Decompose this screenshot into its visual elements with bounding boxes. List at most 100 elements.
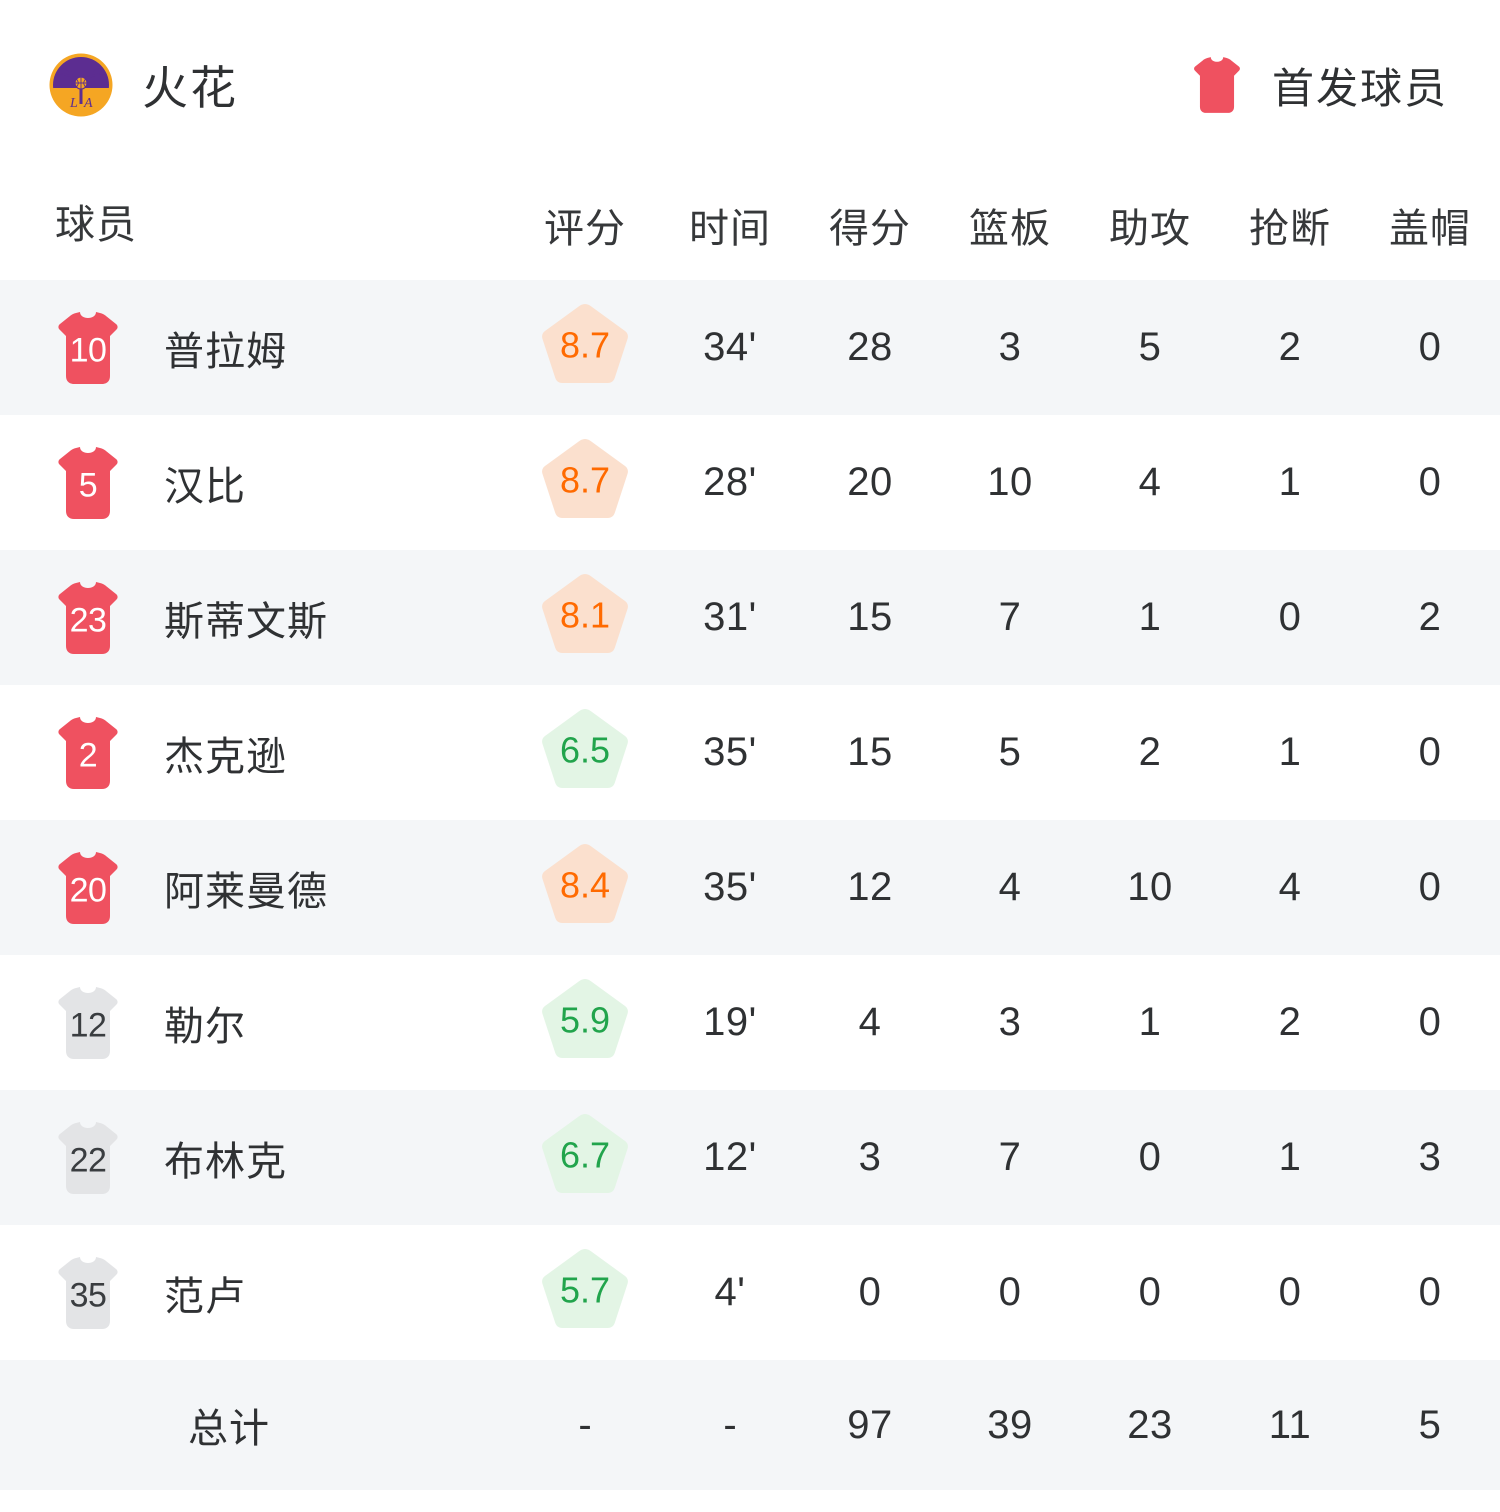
totals-row: 总计 - - 97 39 23 11 5 [0,1360,1500,1490]
table-row[interactable]: 22 布林克 6.7 12' 3 7 0 1 3 [0,1090,1500,1225]
jersey-number: 12 [69,1006,107,1045]
minutes-cell: 34' [703,325,757,369]
jersey-wrap: 20 [48,848,128,928]
player-name: 汉比 [164,464,246,509]
totals-rebounds: 39 [987,1402,1033,1447]
column-header-player: 球员 [55,203,137,247]
player-cell[interactable]: 5 汉比 [0,443,510,523]
steals-cell: 0 [1278,1270,1302,1314]
table-row[interactable]: 5 汉比 8.7 28' 20 10 4 1 0 [0,415,1500,550]
rating-badge: 8.7 [537,299,633,391]
blocks-cell: 0 [1418,325,1442,369]
jersey-icon: 20 [50,848,126,928]
jersey-wrap: 12 [48,983,128,1063]
player-name: 斯蒂文斯 [164,599,328,644]
rating-value: 5.7 [559,1269,611,1311]
blocks-cell: 0 [1418,730,1442,774]
table-row[interactable]: 20 阿莱曼德 8.4 35' 12 4 10 4 0 [0,820,1500,955]
steals-cell: 1 [1278,1135,1302,1179]
steals-cell: 0 [1278,595,1302,639]
table-row[interactable]: 12 勒尔 5.9 19' 4 3 1 2 0 [0,955,1500,1090]
starters-legend: 首发球员 [1186,54,1448,116]
rating-cell: 5.9 [510,974,660,1071]
team-name: 火花 [142,62,238,114]
jersey-number: 5 [78,466,98,505]
jersey-number: 20 [69,871,107,910]
rating-value: 6.5 [559,729,611,771]
steals-cell: 2 [1278,325,1302,369]
jersey-number: 35 [69,1276,107,1315]
points-cell: 4 [858,1000,882,1044]
totals-points: 97 [847,1402,893,1447]
minutes-cell: 12' [703,1135,757,1179]
rating-cell: 5.7 [510,1244,660,1341]
totals-minutes: - [723,1402,737,1447]
table-row[interactable]: 35 范卢 5.7 4' 0 0 0 0 0 [0,1225,1500,1360]
player-cell[interactable]: 10 普拉姆 [0,308,510,388]
totals-label: 总计 [188,1407,270,1451]
blocks-cell: 0 [1418,865,1442,909]
player-cell[interactable]: 2 杰克逊 [0,713,510,793]
jersey-icon: 12 [50,983,126,1063]
jersey-icon: 5 [50,443,126,523]
player-cell[interactable]: 35 范卢 [0,1253,510,1333]
assists-cell: 0 [1138,1270,1162,1314]
player-cell[interactable]: 20 阿莱曼德 [0,848,510,928]
column-header-steals: 抢断 [1249,207,1331,251]
points-cell: 0 [858,1270,882,1314]
table-header-row: 球员 评分 时间 得分 篮板 助攻 抢断 盖帽 [0,170,1500,280]
jersey-wrap: 2 [48,713,128,793]
assists-cell: 0 [1138,1135,1162,1179]
rating-cell: 6.7 [510,1109,660,1206]
totals-assists: 23 [1127,1402,1173,1447]
player-cell[interactable]: 23 斯蒂文斯 [0,578,510,658]
points-cell: 12 [847,865,893,909]
steals-cell: 4 [1278,865,1302,909]
table-row[interactable]: 2 杰克逊 6.5 35' 15 5 2 1 0 [0,685,1500,820]
rating-cell: 8.4 [510,839,660,936]
column-header-rebounds: 篮板 [969,207,1051,251]
points-cell: 15 [847,595,893,639]
blocks-cell: 0 [1418,460,1442,504]
assists-cell: 2 [1138,730,1162,774]
rating-badge: 5.7 [537,1244,633,1336]
team-identity[interactable]: L A 火花 [48,52,238,118]
blocks-cell: 3 [1418,1135,1442,1179]
rating-cell: 6.5 [510,704,660,801]
rebounds-cell: 3 [998,325,1022,369]
rating-value: 8.7 [559,459,611,501]
assists-cell: 4 [1138,460,1162,504]
player-cell[interactable]: 22 布林克 [0,1118,510,1198]
jersey-wrap: 5 [48,443,128,523]
table-body: 10 普拉姆 8.7 34' 28 3 5 2 0 5 汉比 8.7 28' 20 10 4 1 0 23 斯蒂文斯 8… [0,280,1500,1360]
rebounds-cell: 7 [998,595,1022,639]
team-header: L A 火花 首发球员 [0,0,1500,170]
rating-badge: 5.9 [537,974,633,1066]
steals-cell: 2 [1278,1000,1302,1044]
table-row[interactable]: 23 斯蒂文斯 8.1 31' 15 7 1 0 2 [0,550,1500,685]
rating-badge: 8.4 [537,839,633,931]
jersey-icon: 22 [50,1118,126,1198]
jersey-number: 10 [69,331,107,370]
rating-badge: 6.5 [537,704,633,796]
player-name: 阿莱曼德 [164,869,328,914]
column-header-points: 得分 [829,207,911,251]
rating-value: 6.7 [559,1134,611,1176]
assists-cell: 10 [1127,865,1173,909]
column-header-rating: 评分 [544,207,626,251]
player-cell[interactable]: 12 勒尔 [0,983,510,1063]
rating-value: 5.9 [559,999,611,1041]
rating-badge: 6.7 [537,1109,633,1201]
player-name: 普拉姆 [164,329,287,374]
points-cell: 15 [847,730,893,774]
totals-steals: 11 [1268,1402,1312,1447]
jersey-number: 23 [69,601,107,640]
svg-text:A: A [83,96,93,111]
table-row[interactable]: 10 普拉姆 8.7 34' 28 3 5 2 0 [0,280,1500,415]
minutes-cell: 35' [703,865,757,909]
player-name: 布林克 [164,1139,287,1184]
jersey-icon: 10 [50,308,126,388]
starters-legend-label: 首发球员 [1271,64,1448,112]
totals-label-cell: 总计 [0,1396,510,1454]
blocks-cell: 0 [1418,1270,1442,1314]
